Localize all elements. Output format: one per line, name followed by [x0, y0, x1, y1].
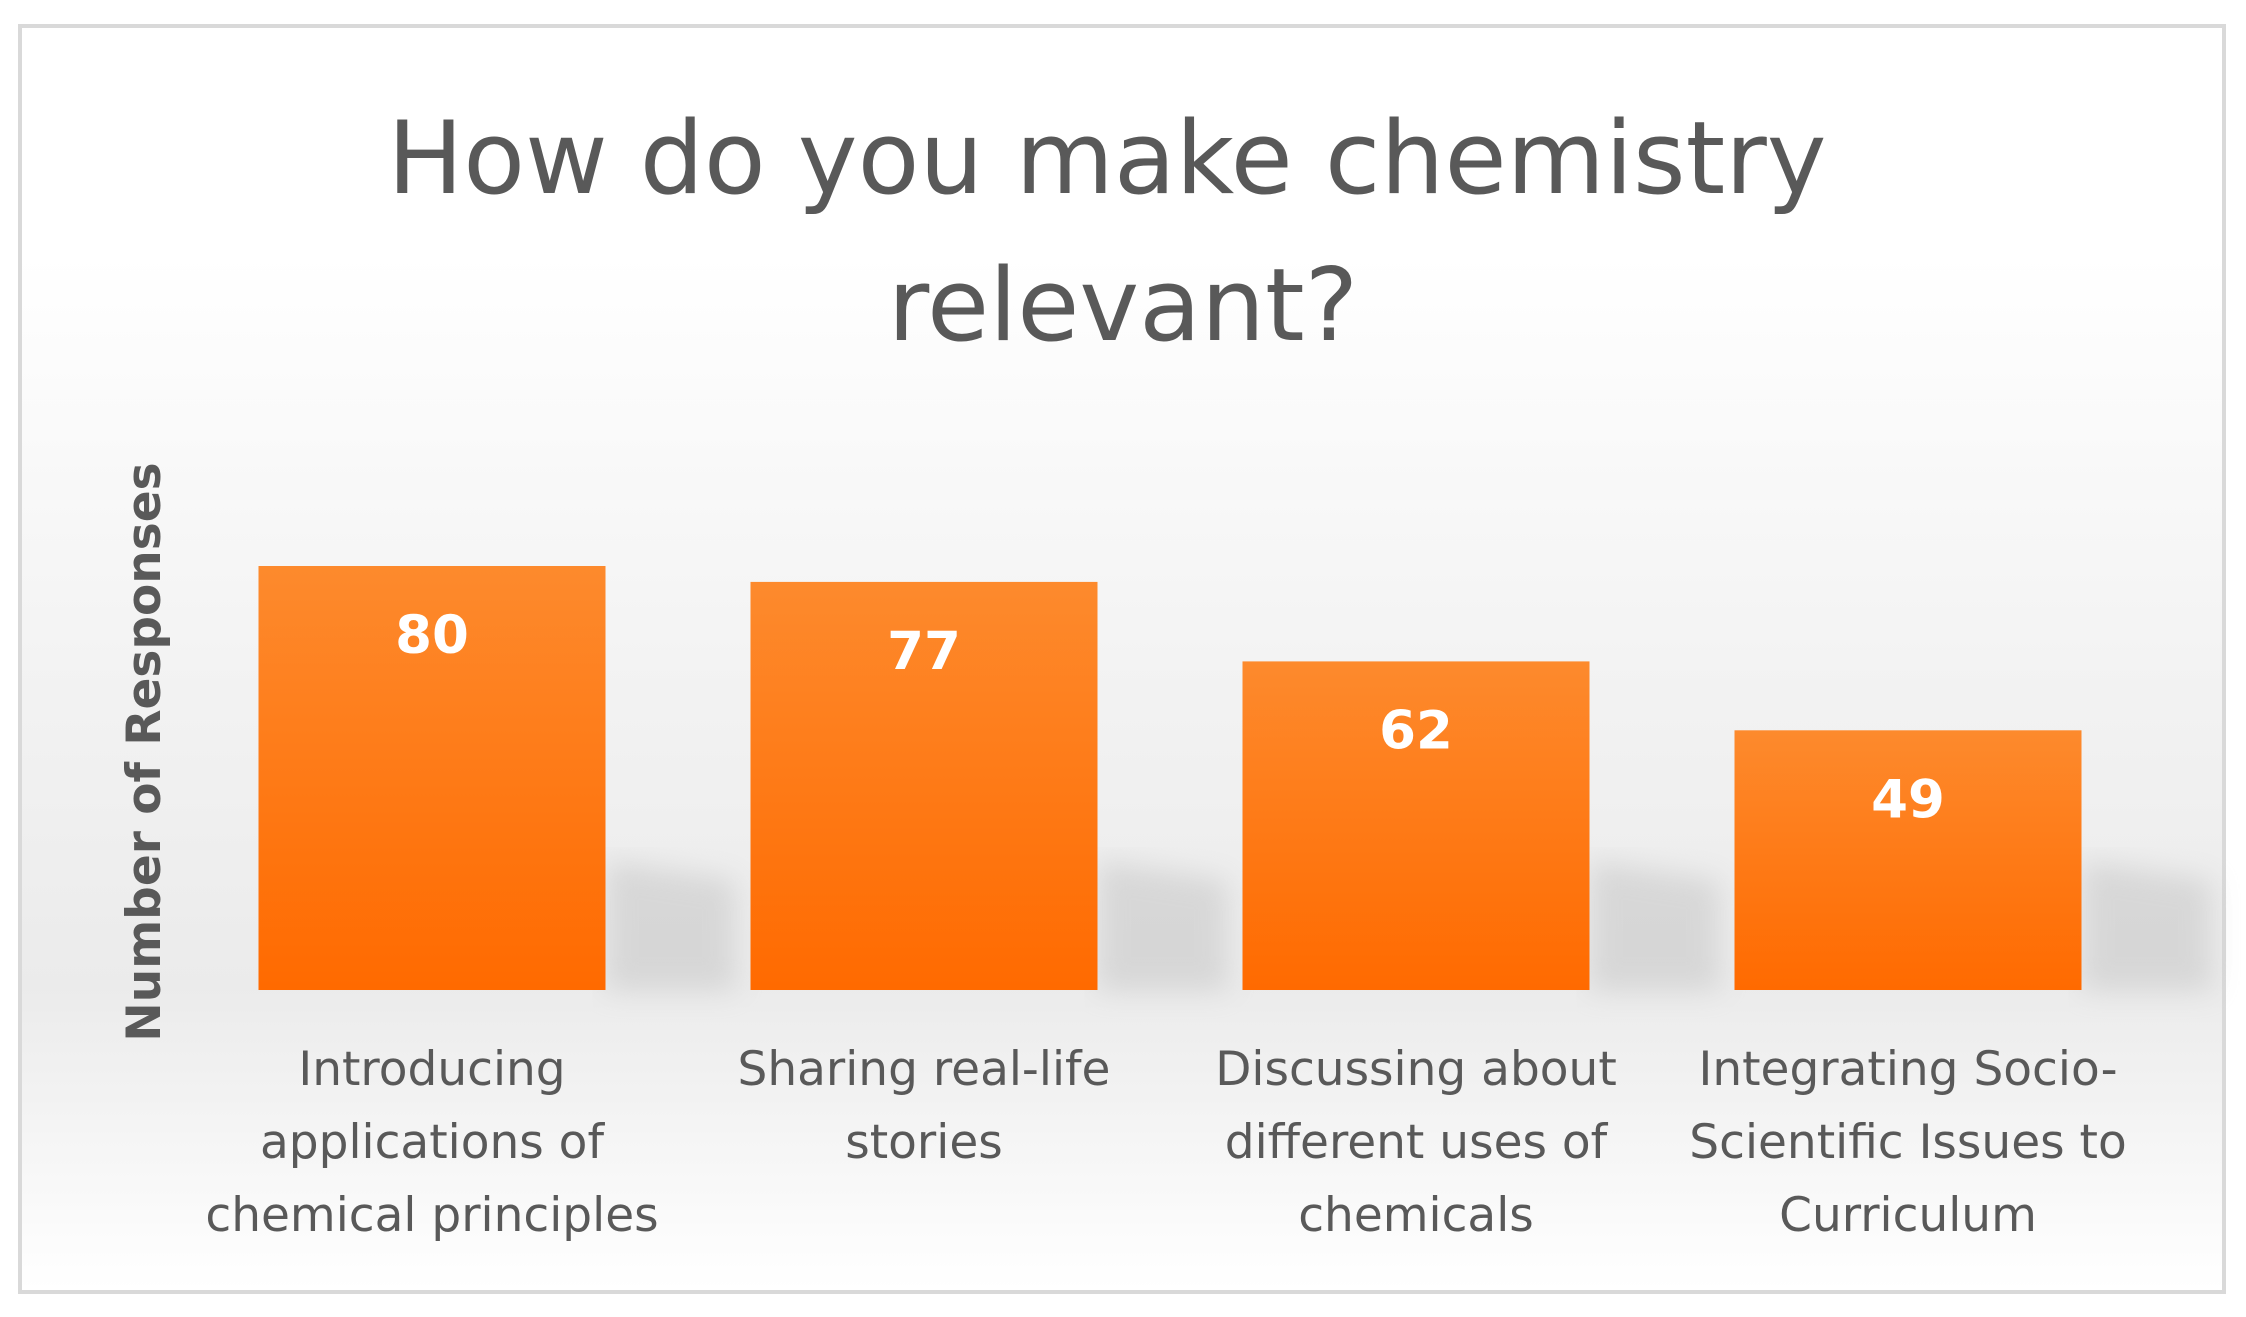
category-label-3: Discussing about different uses of chemica… [1215, 1042, 1617, 1243]
bar-shadow [605, 860, 736, 990]
category-label-line: Curriculum [1779, 1188, 2037, 1243]
category-label-line: chemicals [1298, 1188, 1534, 1243]
category-label-1: Introducing applications of chemical princ… [205, 1042, 658, 1243]
bar-shadows [605, 860, 2212, 990]
category-label-line: chemical principles [205, 1188, 658, 1243]
chart-title: How do you make chemistry relevant? [387, 99, 1858, 364]
data-label-1: 80 [395, 605, 469, 666]
data-label-3: 62 [1379, 700, 1453, 761]
category-label-line: Scientific Issues to [1689, 1115, 2126, 1170]
bar-2 [750, 581, 1098, 990]
category-label-2: Sharing real-life stories [738, 1042, 1111, 1170]
bar-shadow [2081, 860, 2212, 990]
category-label-line: stories [845, 1115, 1002, 1170]
chart-title-line-1: How do you make chemistry [387, 99, 1826, 217]
category-label-line: Sharing real-life [738, 1042, 1111, 1097]
value-labels: 80 77 62 49 [395, 605, 1945, 830]
category-label-line: applications of [260, 1115, 605, 1170]
category-label-line: Integrating Socio- [1698, 1042, 2117, 1097]
chart-title-line-2: relevant? [888, 246, 1359, 364]
bar-3 [1242, 661, 1590, 990]
category-label-line: Introducing [298, 1042, 565, 1097]
bar-4 [1734, 730, 2082, 990]
bar-shadow [1097, 860, 1228, 990]
bar-shadow [1589, 860, 1720, 990]
y-axis-label: Number of Responses [117, 462, 172, 1041]
category-label-4: Integrating Socio- Scientific Issues to Cu… [1689, 1042, 2126, 1243]
category-label-line: Discussing about [1215, 1042, 1617, 1097]
data-label-4: 49 [1871, 769, 1945, 830]
bars [258, 566, 2082, 990]
category-label-line: different uses of [1225, 1115, 1609, 1170]
category-labels: Introducing applications of chemical princ… [205, 1042, 2126, 1243]
data-label-2: 77 [887, 621, 961, 682]
bar-1 [258, 566, 606, 990]
